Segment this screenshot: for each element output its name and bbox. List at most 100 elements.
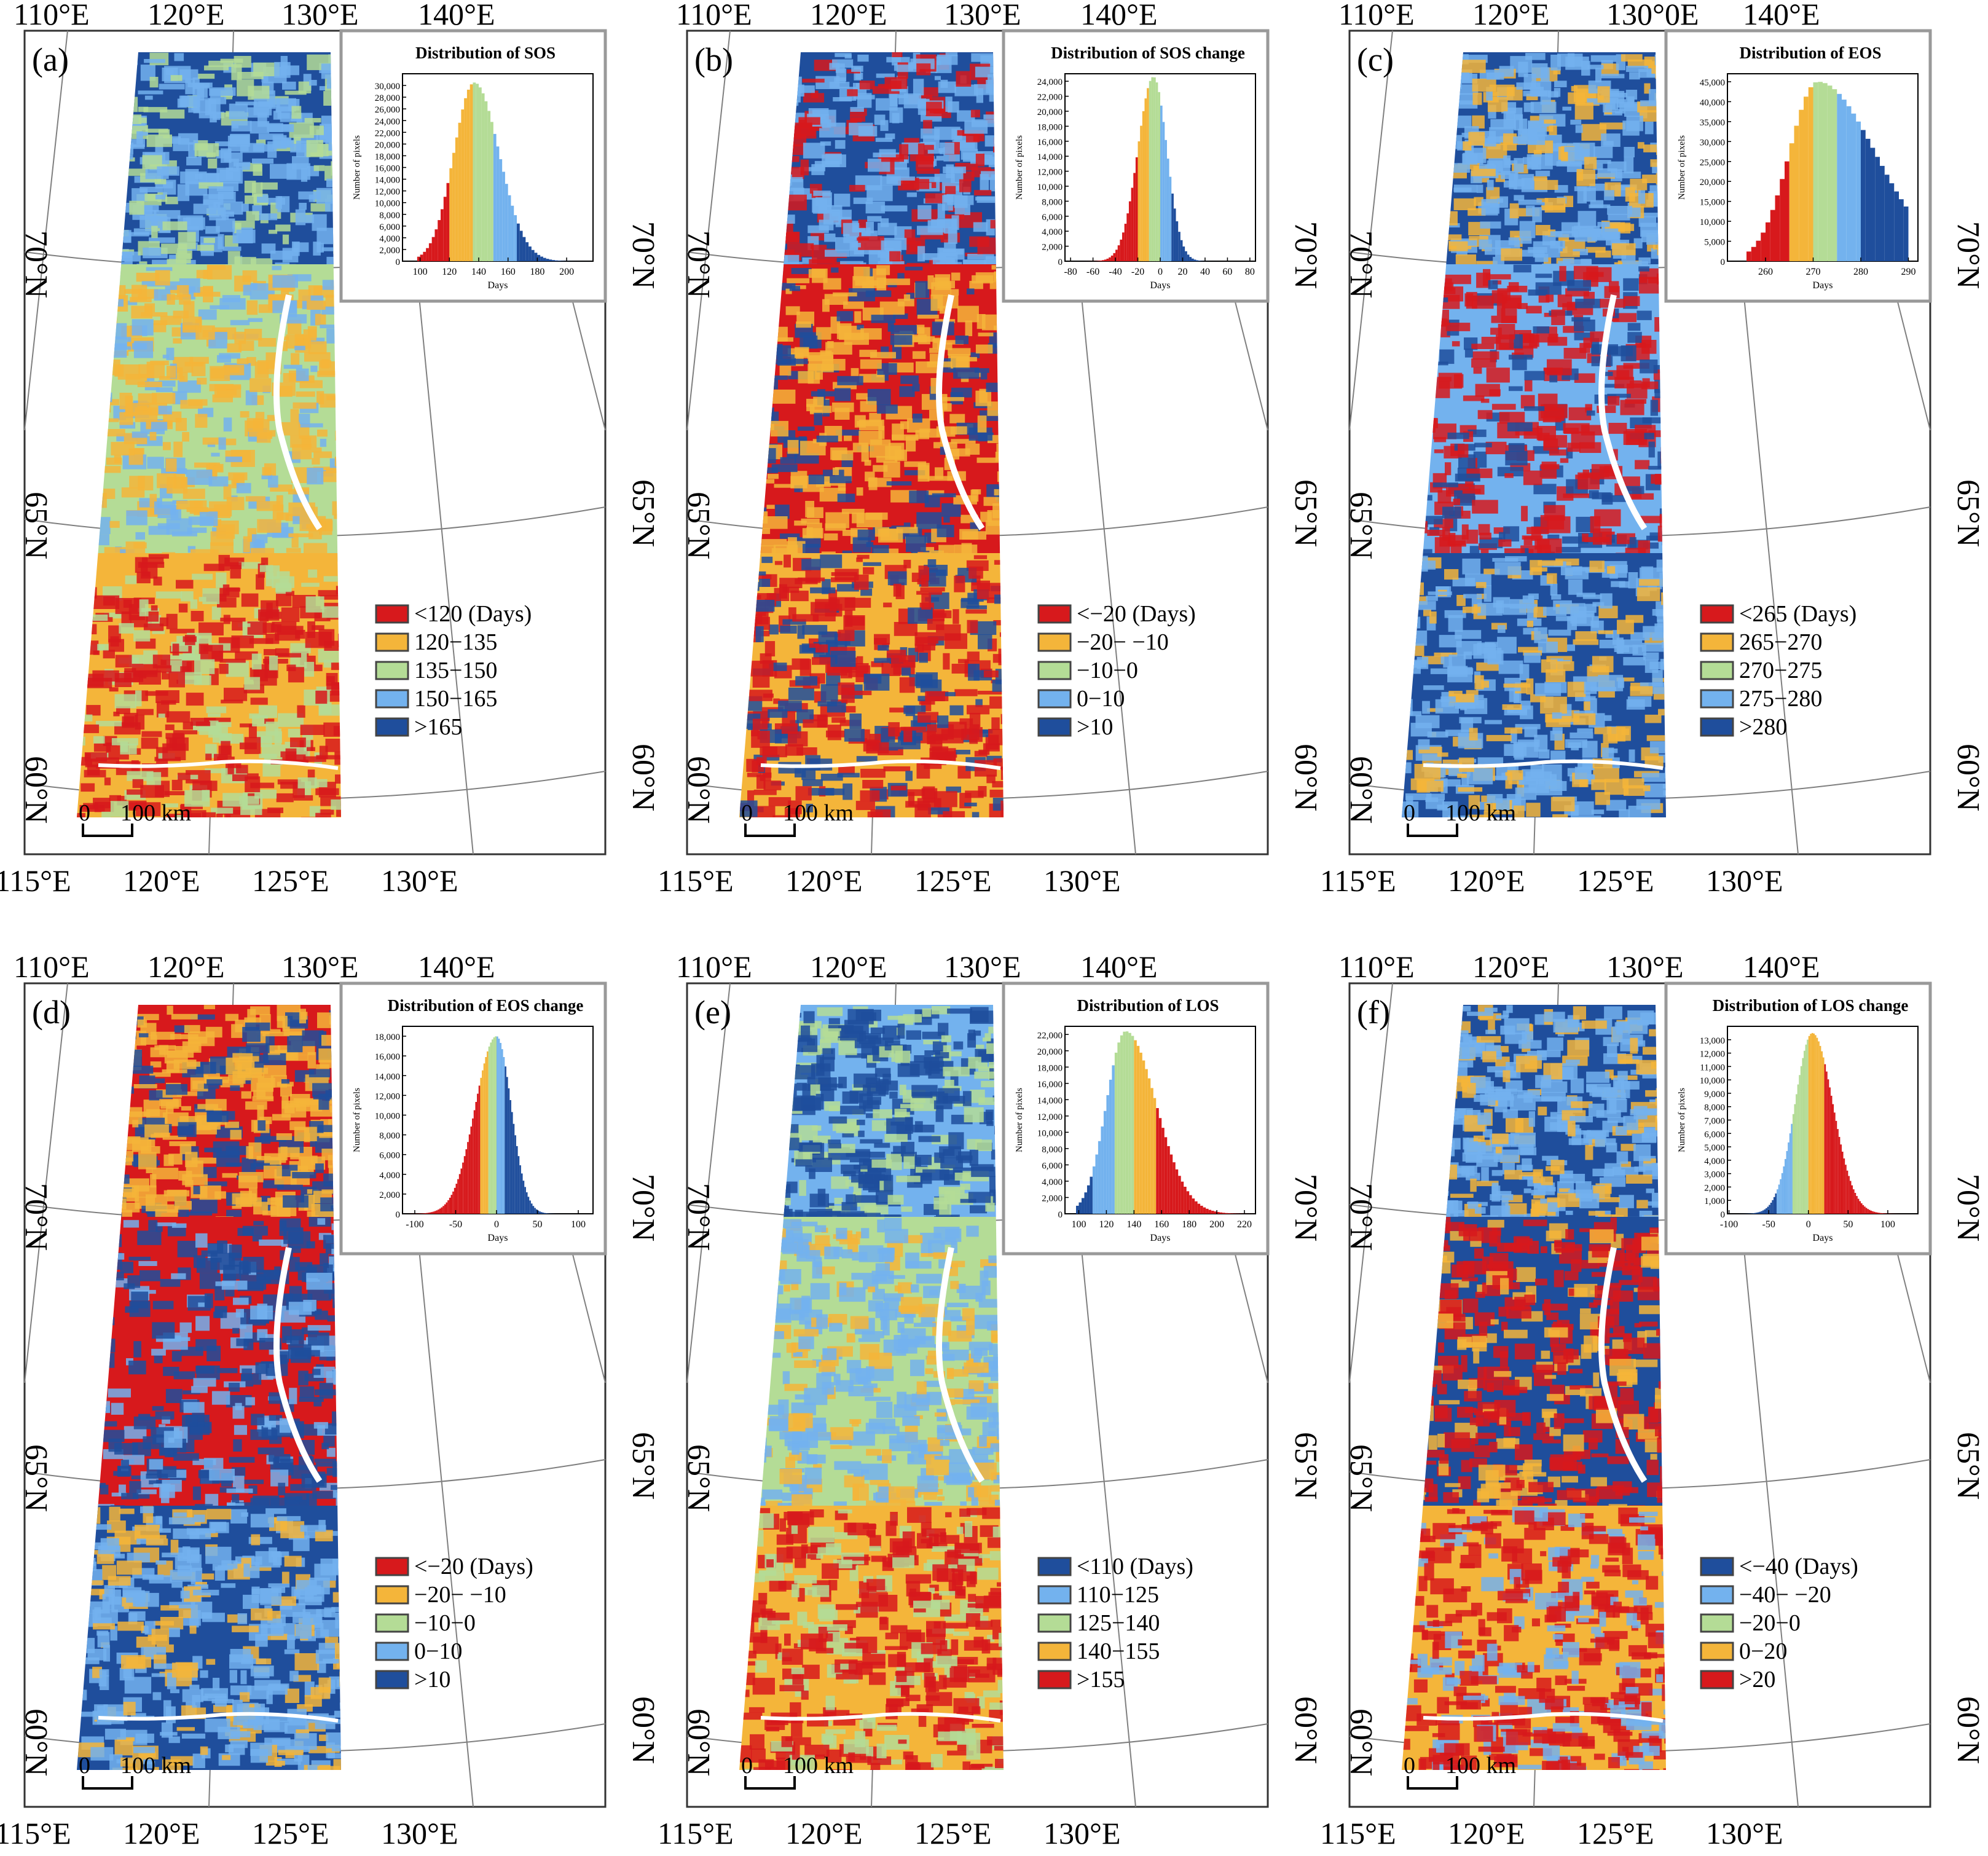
y-tick-label: 20,000 — [375, 140, 400, 150]
lat-label-left: 70°N — [681, 230, 716, 298]
y-axis-label: Number of pixels — [1015, 135, 1024, 200]
histogram-bar — [1842, 100, 1847, 261]
lat-label-left: 70°N — [1343, 1183, 1378, 1251]
histogram-bar — [530, 1203, 533, 1214]
histogram-bar — [511, 205, 514, 261]
top-lon-label: 120°E — [1472, 0, 1550, 31]
histogram-bar — [1872, 1211, 1874, 1214]
histogram-bar — [1865, 138, 1871, 261]
legend-label: <110 (Days) — [1077, 1554, 1193, 1579]
histogram-bar — [1228, 1213, 1231, 1214]
x-tick-label: 200 — [559, 267, 574, 277]
top-lon-label: 110°E — [14, 0, 90, 31]
histogram-bar — [1230, 1213, 1234, 1214]
histogram-bar — [455, 137, 458, 261]
legend-label: 0−10 — [1077, 686, 1125, 712]
legend: <−20 (Days) −20− −10−10−00−10 >10 — [375, 1554, 533, 1693]
histogram-bar — [1746, 251, 1751, 261]
histogram-bar — [511, 1112, 513, 1214]
histogram-bar — [1110, 255, 1114, 261]
legend-label: 110−125 — [1077, 1582, 1159, 1608]
meridian — [686, 30, 731, 431]
histogram-bar — [1880, 165, 1885, 261]
histogram-bar — [1818, 82, 1823, 262]
histogram-bar — [1162, 122, 1165, 261]
histogram-bar — [1810, 1034, 1812, 1214]
histogram-bar — [1137, 141, 1141, 261]
scale-bar-label: 100 km — [783, 1753, 854, 1779]
histogram-bar — [1225, 1213, 1228, 1214]
histogram-bar — [1813, 1033, 1815, 1214]
histogram-bar — [468, 1134, 471, 1214]
histogram-bar — [1171, 193, 1174, 261]
histogram-bar — [1804, 96, 1809, 261]
histogram-bar — [1101, 1126, 1104, 1214]
histogram-bar — [423, 1213, 425, 1214]
y-tick-label: 2,000 — [1042, 1193, 1063, 1203]
histogram-bar — [1160, 105, 1163, 261]
scale-bar-label: 100 km — [1445, 1753, 1516, 1779]
histogram-bar — [535, 1209, 538, 1214]
histogram-bar — [519, 230, 523, 261]
histogram-bar — [442, 1206, 444, 1214]
x-tick-label: 100 — [1880, 1219, 1895, 1230]
histogram-bar — [1136, 1045, 1140, 1214]
histogram-bar — [1773, 1197, 1775, 1214]
y-tick-label: 8,000 — [379, 211, 400, 221]
histogram-bar — [436, 1210, 438, 1214]
bottom-lon-label: 120°E — [123, 1816, 200, 1850]
bottom-lon-label: 130°E — [381, 863, 458, 898]
histogram-bars — [406, 1036, 565, 1214]
y-tick-label: 12,000 — [1700, 1050, 1725, 1060]
lat-label-left: 70°N — [18, 1183, 53, 1251]
histogram-bar — [447, 1200, 449, 1214]
histogram-bar — [439, 1208, 441, 1214]
y-tick-label: 16,000 — [375, 1052, 400, 1062]
y-tick-label: 9,000 — [1704, 1090, 1725, 1099]
scale-bar: 0 100 km — [79, 1753, 191, 1790]
histogram-bar — [1078, 1202, 1082, 1214]
y-tick-label: 6,000 — [379, 222, 400, 232]
x-tick-label: 100 — [571, 1219, 586, 1230]
histogram-bar — [460, 1168, 463, 1214]
y-tick-label: 20,000 — [1037, 108, 1063, 117]
histogram-bar — [1851, 113, 1856, 261]
y-tick-label: 6,000 — [1042, 1161, 1063, 1171]
histogram-bar — [472, 1118, 474, 1214]
histogram-inset: Distribution of LOS change 0 1,000 2,000 3,0… — [1664, 981, 1932, 1256]
histogram-bar — [480, 1077, 482, 1214]
histogram-bar — [1794, 1104, 1796, 1214]
histogram-bar — [1832, 89, 1837, 261]
histogram-bar — [446, 183, 450, 261]
histogram-bar — [421, 1213, 423, 1214]
legend-swatch — [375, 1642, 409, 1661]
legend-label: −10−0 — [1077, 658, 1138, 683]
scale-bar-zero: 0 — [1404, 1753, 1415, 1779]
histogram-bar — [1835, 1120, 1837, 1214]
y-tick-label: 16,000 — [1037, 138, 1063, 147]
histogram-bar — [1158, 1118, 1162, 1214]
y-tick-label: 7,000 — [1704, 1117, 1725, 1127]
bottom-lon-label: 120°E — [1448, 863, 1525, 898]
legend-label: −20− −10 — [1077, 629, 1169, 655]
histogram-bar — [1206, 1208, 1209, 1214]
scale-bar-zero: 0 — [1404, 800, 1415, 826]
panel-f: 110°E 120°E 130°E 140°E 115°E 120°E 125°E 130°E… — [1320, 950, 1986, 1850]
histogram-bar — [455, 1184, 458, 1214]
y-tick-label: 0 — [1721, 1210, 1726, 1220]
scale-bar-label: 100 km — [120, 1753, 191, 1779]
y-tick-label: 10,000 — [1037, 183, 1063, 192]
histogram-bar — [521, 1173, 523, 1214]
lat-label-right: 60°N — [1951, 1696, 1986, 1764]
legend-label: 150−165 — [414, 686, 497, 712]
scale-bar-label: 100 km — [1445, 800, 1516, 826]
histogram-bar — [1856, 121, 1861, 261]
histogram-bar — [1823, 83, 1828, 261]
histogram-inset: Distribution of EOS change 0 2,000 4,000 6,0… — [339, 981, 607, 1256]
histogram-title: Distribution of LOS — [1077, 996, 1219, 1015]
legend-swatch — [375, 632, 409, 652]
histogram-bar — [1797, 1084, 1799, 1214]
histogram-bar — [420, 254, 423, 261]
histogram-bar — [531, 250, 535, 261]
meridian — [1349, 30, 1393, 431]
